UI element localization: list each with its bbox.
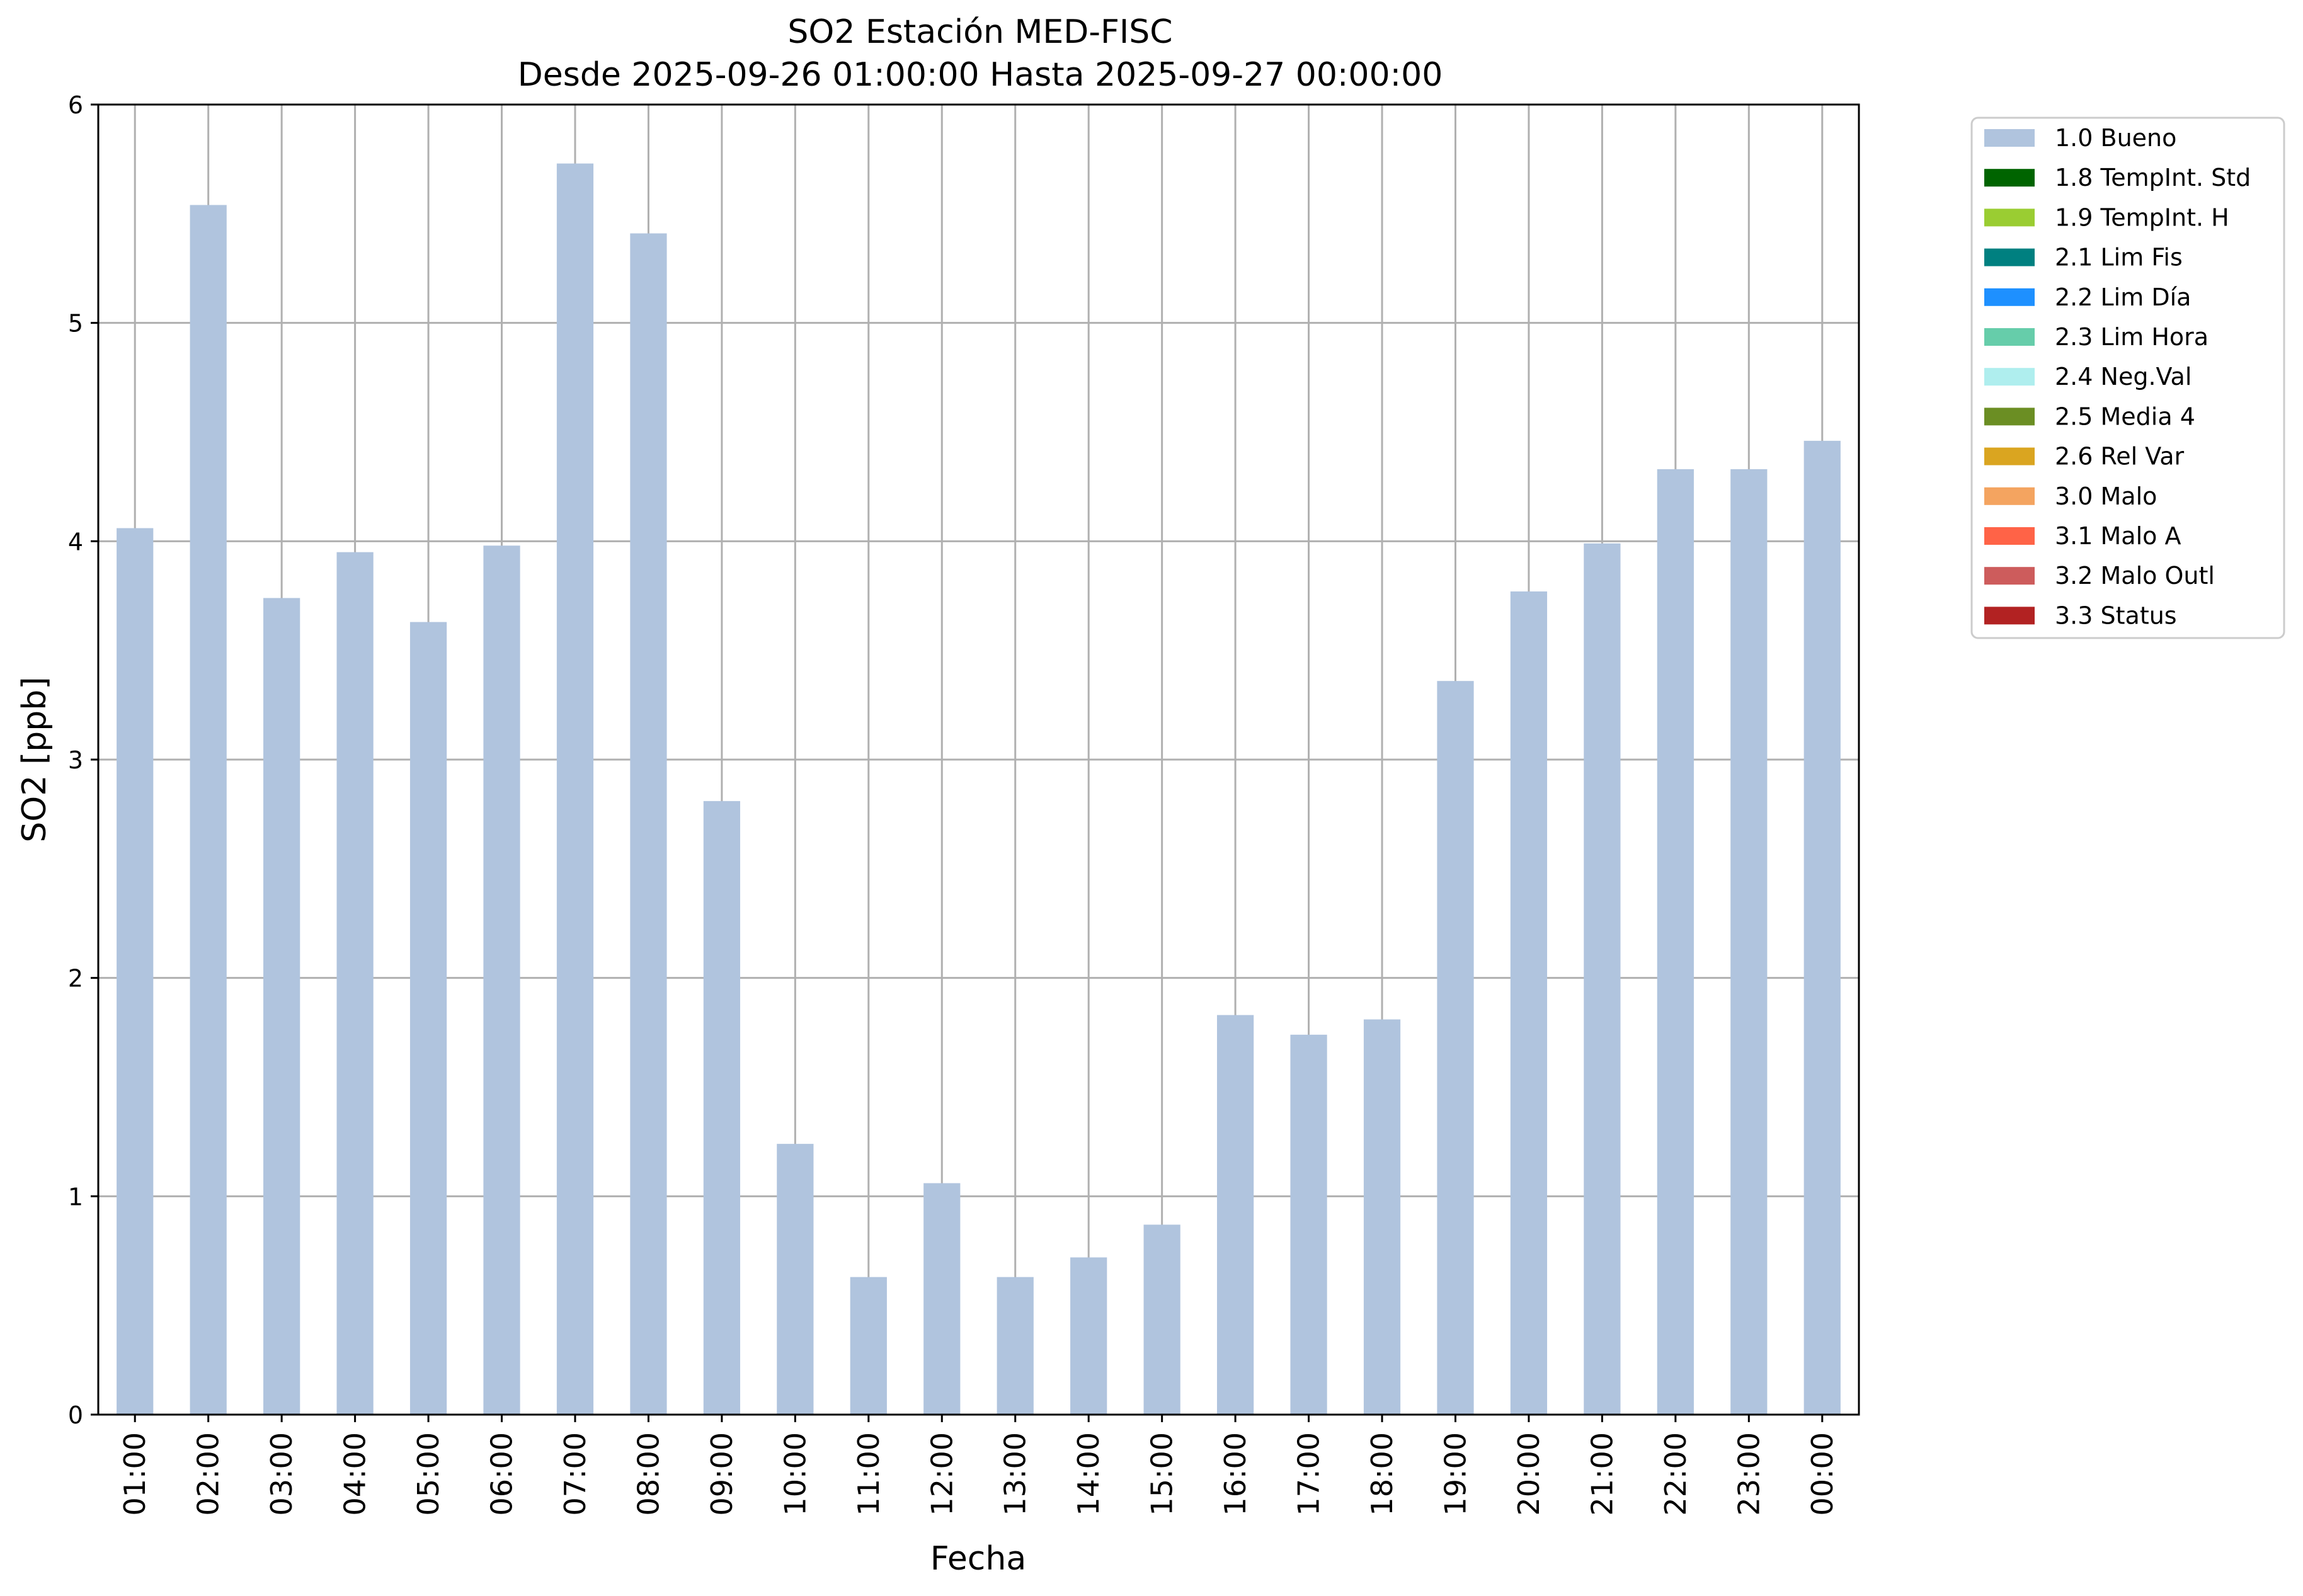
x-tick-label: 21:00 bbox=[1585, 1432, 1619, 1516]
x-tick-label: 06:00 bbox=[485, 1432, 519, 1516]
y-axis-ticks: 0 1 2 3 4 5 6 bbox=[68, 91, 98, 1429]
bar-0700 bbox=[556, 163, 594, 1415]
legend-swatch bbox=[1984, 607, 2035, 625]
legend-label: 3.0 Malo bbox=[2055, 482, 2157, 510]
y-tick-label: 6 bbox=[68, 91, 83, 119]
x-tick-label: 19:00 bbox=[1438, 1432, 1472, 1516]
legend-frame bbox=[1970, 117, 2285, 639]
bar-1300 bbox=[997, 1277, 1034, 1415]
x-tick-label: 12:00 bbox=[925, 1432, 959, 1516]
x-tick-label: 23:00 bbox=[1732, 1432, 1766, 1516]
legend-swatch bbox=[1984, 487, 2035, 505]
x-tick-label: 02:00 bbox=[191, 1432, 226, 1516]
y-tick-label: 4 bbox=[68, 528, 83, 556]
bar-2300 bbox=[1730, 469, 1768, 1415]
x-axis-label: Fecha bbox=[930, 1540, 1026, 1578]
bar-1400 bbox=[1070, 1257, 1107, 1415]
legend-swatch bbox=[1984, 248, 2035, 266]
x-tick-label: 11:00 bbox=[852, 1432, 886, 1516]
plot-area-frame bbox=[97, 103, 1860, 1416]
legend-label: 3.3 Status bbox=[2055, 601, 2177, 629]
bar-2100 bbox=[1584, 543, 1621, 1415]
bar-0300 bbox=[263, 598, 300, 1415]
bars-group bbox=[117, 163, 1841, 1415]
x-tick-label: 01:00 bbox=[118, 1432, 152, 1516]
bar-0200 bbox=[190, 205, 227, 1415]
x-tick-label: 09:00 bbox=[705, 1432, 739, 1516]
x-tick-label: 17:00 bbox=[1292, 1432, 1326, 1516]
x-tick-label: 03:00 bbox=[265, 1432, 299, 1516]
legend-label: 1.9 TempInt. H bbox=[2055, 203, 2229, 231]
legend-swatch bbox=[1984, 447, 2035, 465]
y-tick-label: 2 bbox=[68, 965, 83, 993]
y-tick-label: 0 bbox=[68, 1401, 83, 1429]
bar-1200 bbox=[923, 1183, 961, 1415]
bar-0100 bbox=[117, 528, 154, 1415]
bar-2200 bbox=[1657, 469, 1694, 1415]
legend-swatch bbox=[1984, 567, 2035, 585]
chart-title: SO2 Estación MED-FISC bbox=[787, 13, 1172, 51]
y-tick-label: 5 bbox=[68, 310, 83, 338]
legend-swatch bbox=[1984, 408, 2035, 426]
legend-swatch bbox=[1984, 129, 2035, 147]
x-tick-label: 20:00 bbox=[1512, 1432, 1546, 1516]
x-tick-label: 04:00 bbox=[338, 1432, 372, 1516]
x-tick-label: 18:00 bbox=[1365, 1432, 1399, 1516]
legend-swatch bbox=[1984, 527, 2035, 545]
bar-1100 bbox=[850, 1277, 887, 1415]
legend-swatch bbox=[1984, 328, 2035, 346]
bar-0000 bbox=[1803, 440, 1841, 1415]
legend-label: 2.2 Lim Día bbox=[2055, 283, 2191, 311]
legend-label: 3.1 Malo A bbox=[2055, 522, 2181, 550]
bar-0600 bbox=[483, 545, 520, 1415]
bar-2000 bbox=[1510, 591, 1548, 1415]
y-tick-label: 3 bbox=[68, 746, 83, 774]
legend-label: 2.5 Media 4 bbox=[2055, 402, 2195, 430]
legend-label: 2.6 Rel Var bbox=[2055, 443, 2185, 470]
legend-label: 2.1 Lim Fis bbox=[2055, 244, 2183, 271]
x-tick-label: 14:00 bbox=[1071, 1432, 1106, 1516]
legend-label: 3.2 Malo Outl bbox=[2055, 562, 2215, 590]
legend-label: 2.4 Neg.Val bbox=[2055, 363, 2192, 390]
bar-0400 bbox=[336, 552, 374, 1415]
x-tick-label: 08:00 bbox=[631, 1432, 665, 1516]
legend-swatch bbox=[1984, 208, 2035, 227]
bar-1900 bbox=[1437, 681, 1474, 1415]
legend-label: 1.8 TempInt. Std bbox=[2055, 164, 2251, 191]
x-tick-label: 10:00 bbox=[778, 1432, 812, 1516]
legend-swatch bbox=[1984, 288, 2035, 306]
x-tick-label: 07:00 bbox=[558, 1432, 592, 1516]
bar-1600 bbox=[1216, 1015, 1254, 1415]
y-axis-label: SO2 [ppb] bbox=[16, 676, 54, 842]
bar-1000 bbox=[777, 1144, 814, 1415]
legend-swatch bbox=[1984, 368, 2035, 386]
x-tick-label: 15:00 bbox=[1145, 1432, 1179, 1516]
legend-swatch bbox=[1984, 169, 2035, 187]
chart-subtitle: Desde 2025-09-26 01:00:00 Hasta 2025-09-… bbox=[518, 56, 1443, 94]
bar-0900 bbox=[703, 801, 741, 1415]
bar-0800 bbox=[630, 233, 667, 1415]
x-tick-label: 22:00 bbox=[1659, 1432, 1693, 1516]
legend-label: 2.3 Lim Hora bbox=[2055, 323, 2209, 351]
bar-1500 bbox=[1143, 1224, 1180, 1415]
x-tick-label: 16:00 bbox=[1218, 1432, 1252, 1516]
legend: 1.0 Bueno 1.8 TempInt. Std 1.9 TempInt. H 2… bbox=[1970, 117, 2285, 639]
x-axis-ticks: 01:00 02:00 03:00 04:00 05:00 06:00 07:00 08:00… bbox=[118, 1415, 1839, 1516]
y-tick-label: 1 bbox=[68, 1183, 83, 1211]
bar-1800 bbox=[1363, 1019, 1401, 1415]
x-tick-label: 13:00 bbox=[998, 1432, 1032, 1516]
bar-1700 bbox=[1290, 1034, 1327, 1415]
bar-0500 bbox=[409, 622, 447, 1415]
x-tick-label: 05:00 bbox=[411, 1432, 445, 1516]
legend-label: 1.0 Bueno bbox=[2055, 124, 2176, 152]
x-tick-label: 00:00 bbox=[1805, 1432, 1839, 1516]
